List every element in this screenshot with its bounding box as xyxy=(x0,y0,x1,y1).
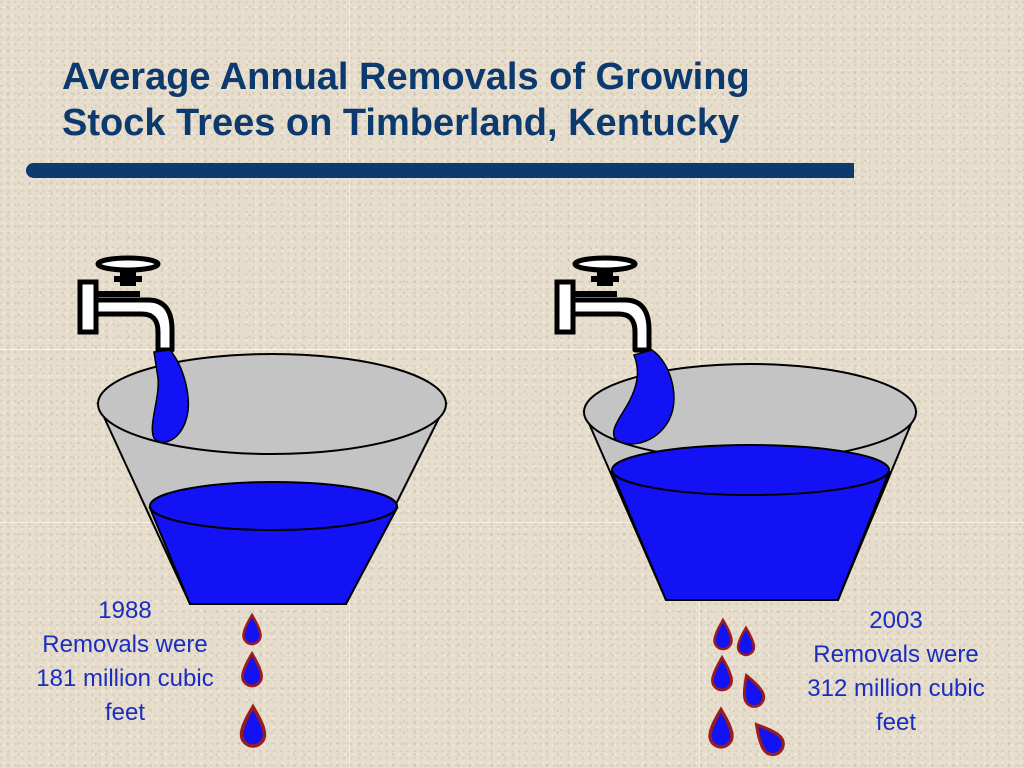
water-drop-icon xyxy=(713,618,733,651)
caption-line: 181 million cubic xyxy=(36,665,214,692)
title-underline-bar xyxy=(26,163,854,178)
water-stream-icon xyxy=(612,349,675,445)
water-drop-icon xyxy=(736,626,756,657)
background-grid-line xyxy=(0,349,1024,350)
caption-1988: 1988 Removals were 181 million cubic fee… xyxy=(12,594,238,730)
faucet-icon xyxy=(77,255,175,353)
caption-line: feet xyxy=(875,709,917,736)
caption-year: 1988 xyxy=(98,597,152,624)
caption-2003: 2003 Removals were 312 million cubic fee… xyxy=(782,604,1010,740)
water-drop-icon xyxy=(239,705,267,748)
slide-title: Average Annual Removals of Growing Stock… xyxy=(62,54,942,146)
caption-line: Removals were xyxy=(813,641,979,668)
caption-line: Removals were xyxy=(42,631,208,658)
water-stream-icon xyxy=(151,349,189,443)
basin-icon xyxy=(96,353,448,605)
water-drops-1988 xyxy=(239,613,267,748)
water-drop-icon xyxy=(711,656,733,692)
water-drop-icon xyxy=(736,670,768,711)
caption-line: feet xyxy=(104,699,146,726)
background-grid-line xyxy=(0,522,1024,523)
water-drop-icon xyxy=(708,707,734,749)
water-drop-icon xyxy=(242,613,262,646)
water-drop-icon xyxy=(241,652,263,688)
slide-title-line-2: Stock Trees on Timberland, Kentucky xyxy=(62,102,740,144)
caption-year: 2003 xyxy=(869,607,923,634)
faucet-icon xyxy=(554,255,652,353)
water-drops-2003 xyxy=(708,618,790,761)
caption-line: 312 million cubic xyxy=(807,675,985,702)
slide-title-line-1: Average Annual Removals of Growing xyxy=(62,56,750,98)
